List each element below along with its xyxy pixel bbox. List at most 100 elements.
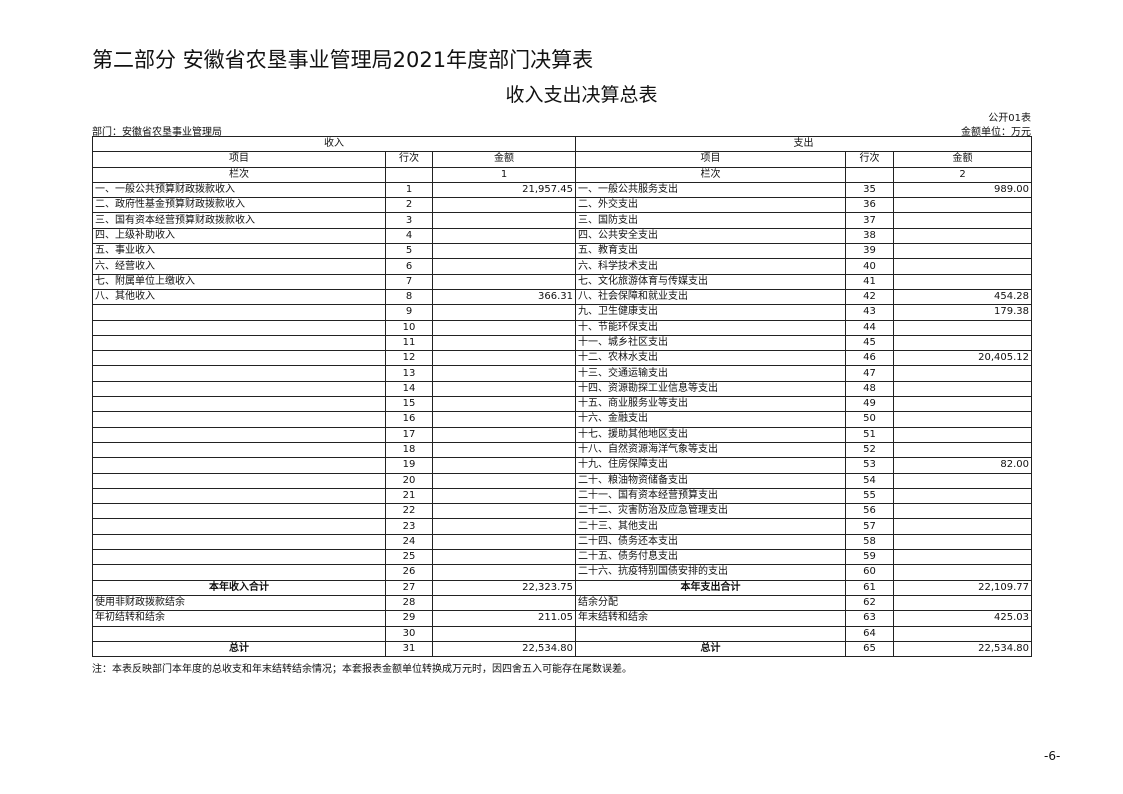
expense-amount xyxy=(893,334,1033,352)
income-line-no: 14 xyxy=(385,380,433,398)
expense-line-no: 59 xyxy=(845,549,895,566)
income-amount xyxy=(431,396,577,413)
expense-amount xyxy=(893,625,1033,642)
expense-line-no: 37 xyxy=(845,212,895,229)
income-line-no: 7 xyxy=(385,273,433,290)
income-item xyxy=(92,457,386,474)
income-line-no: 27 xyxy=(385,579,433,596)
expense-amount-header: 金额 xyxy=(893,151,1033,168)
income-item xyxy=(92,350,386,367)
income-item: 二、政府性基金预算财政拨款收入 xyxy=(92,197,386,214)
income-line-no: 5 xyxy=(385,243,433,260)
income-item: 一、一般公共预算财政拨款收入 xyxy=(92,181,386,199)
expense-line-no: 47 xyxy=(845,365,895,382)
expense-line-no: 49 xyxy=(845,396,895,413)
empty-cell xyxy=(385,166,433,183)
income-line-no: 3 xyxy=(385,212,433,229)
income-item: 三、国有资本经营预算财政拨款收入 xyxy=(92,212,386,229)
income-line-no: 26 xyxy=(385,564,433,581)
expense-item: 二、外交支出 xyxy=(575,197,847,214)
income-column-number: 1 xyxy=(431,166,577,183)
income-amount xyxy=(431,549,577,566)
income-line-no: 20 xyxy=(385,472,433,489)
table-row: 23 二十三、其他支出 57 xyxy=(92,518,1033,535)
expense-item: 九、卫生健康支出 xyxy=(575,304,847,321)
income-expense-table: 收入 支出 项目 行次 金额 项目 行次 金额 栏次 1 栏次 2 一、一般公共… xyxy=(91,135,1033,658)
income-line-no: 29 xyxy=(385,610,433,627)
expense-line-no: 50 xyxy=(845,411,895,428)
expense-amount xyxy=(893,197,1033,214)
income-item: 本年收入合计 xyxy=(92,579,386,596)
table-row: 25 二十五、债务付息支出 59 xyxy=(92,549,1033,566)
income-amount xyxy=(431,411,577,428)
income-line-no: 21 xyxy=(385,487,433,505)
table-row: 八、其他收入 8 366.31 八、社会保障和就业支出 42 454.28 xyxy=(92,288,1033,306)
column-number-row: 栏次 1 栏次 2 xyxy=(92,166,1033,183)
expense-item: 总计 xyxy=(575,640,847,658)
expense-item: 十五、商业服务业等支出 xyxy=(575,396,847,413)
column-header-row: 项目 行次 金额 项目 行次 金额 xyxy=(92,151,1033,168)
income-amount xyxy=(431,594,577,612)
income-line-no: 31 xyxy=(385,640,433,658)
income-line-no: 28 xyxy=(385,594,433,612)
section-header-row: 收入 支出 xyxy=(91,135,1033,153)
table-row: 13 十三、交通运输支出 47 xyxy=(92,365,1033,382)
expense-line-no: 62 xyxy=(845,594,895,612)
table-row: 15 十五、商业服务业等支出 49 xyxy=(92,396,1033,413)
expense-item: 结余分配 xyxy=(575,594,847,612)
income-item xyxy=(92,380,386,398)
expense-line-no: 42 xyxy=(845,288,895,306)
income-amount xyxy=(431,319,577,336)
expense-line-no: 39 xyxy=(845,243,895,260)
expense-item: 二十、粮油物资储备支出 xyxy=(575,472,847,489)
income-item xyxy=(92,334,386,352)
expense-amount xyxy=(893,319,1033,336)
income-item xyxy=(92,564,386,581)
income-amount xyxy=(431,258,577,275)
expense-line-no: 63 xyxy=(845,610,895,627)
income-line-no: 8 xyxy=(385,288,433,306)
table-title: 收入支出决算总表 xyxy=(505,84,658,106)
expense-amount xyxy=(893,212,1033,229)
income-item xyxy=(92,319,386,336)
expense-amount xyxy=(893,411,1033,428)
expense-item: 二十四、债务还本支出 xyxy=(575,533,847,551)
income-item: 四、上级补助收入 xyxy=(92,227,386,245)
table-row: 21 二十一、国有资本经营预算支出 55 xyxy=(92,487,1033,505)
expense-line-no: 40 xyxy=(845,258,895,275)
income-item: 六、经营收入 xyxy=(92,258,386,275)
table-row: 一、一般公共预算财政拨款收入 1 21,957.45 一、一般公共服务支出 35 989.… xyxy=(92,181,1033,199)
income-item xyxy=(92,549,386,566)
expense-amount xyxy=(893,533,1033,551)
table-row: 14 十四、资源勘探工业信息等支出 48 xyxy=(92,380,1033,398)
expense-line-no: 58 xyxy=(845,533,895,551)
expense-item: 十八、自然资源海洋气象等支出 xyxy=(575,441,847,459)
income-item: 总计 xyxy=(92,640,386,658)
expense-item: 十四、资源勘探工业信息等支出 xyxy=(575,380,847,398)
expense-line-no: 36 xyxy=(845,197,895,214)
expense-line-no: 64 xyxy=(845,625,895,642)
income-amount xyxy=(431,518,577,535)
income-line-no: 11 xyxy=(385,334,433,352)
table-row: 六、经营收入 6 六、科学技术支出 40 xyxy=(92,258,1033,275)
expense-line-no: 44 xyxy=(845,319,895,336)
unit-label: 金额单位：万元 xyxy=(961,127,1031,138)
expense-item: 一、一般公共服务支出 xyxy=(575,181,847,199)
column-number-label: 栏次 xyxy=(575,166,847,183)
expense-line-no: 54 xyxy=(845,472,895,489)
expense-item: 十六、金融支出 xyxy=(575,411,847,428)
expense-amount: 454.28 xyxy=(893,288,1033,306)
expense-line-no: 53 xyxy=(845,457,895,474)
expense-line-no: 48 xyxy=(845,380,895,398)
empty-cell xyxy=(845,166,895,183)
income-line-no: 15 xyxy=(385,396,433,413)
expense-column-number: 2 xyxy=(893,166,1033,183)
income-item: 年初结转和结余 xyxy=(92,610,386,627)
income-amount: 366.31 xyxy=(431,288,577,306)
column-number-label: 栏次 xyxy=(92,166,386,183)
income-amount xyxy=(431,564,577,581)
expense-line-no: 38 xyxy=(845,227,895,245)
table-row: 24 二十四、债务还本支出 58 xyxy=(92,533,1033,551)
expense-item: 十三、交通运输支出 xyxy=(575,365,847,382)
expense-item: 二十六、抗疫特别国债安排的支出 xyxy=(575,564,847,581)
